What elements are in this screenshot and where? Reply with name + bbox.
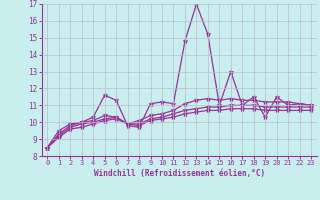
X-axis label: Windchill (Refroidissement éolien,°C): Windchill (Refroidissement éolien,°C) xyxy=(94,169,265,178)
